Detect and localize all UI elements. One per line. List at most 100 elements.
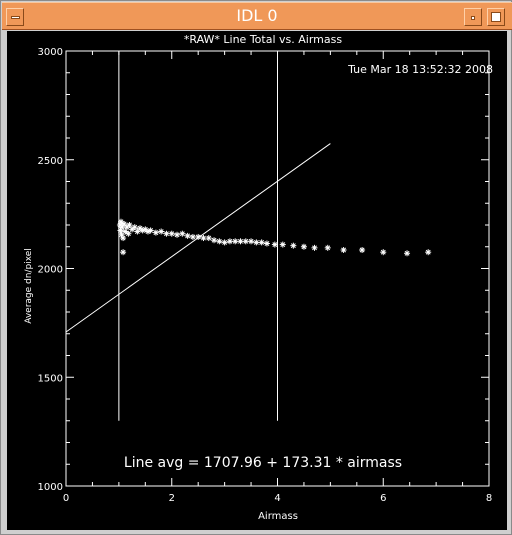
data-point [200, 235, 207, 242]
data-point [125, 230, 132, 237]
data-point [189, 233, 196, 240]
axes-group: 0 2 4 6 8 1000 1500 2000 2500 3000 [38, 47, 493, 504]
asterisk-stroke [169, 231, 175, 237]
minimize-icon [471, 16, 475, 20]
asterisk-stroke [164, 231, 169, 237]
asterisk-stroke [222, 239, 228, 245]
asterisk-stroke [243, 238, 249, 244]
data-point [174, 231, 181, 238]
data-point [131, 224, 138, 231]
data-point [117, 218, 124, 225]
data-point [232, 238, 239, 245]
minimize-button[interactable] [464, 8, 482, 26]
asterisk-stroke [195, 234, 201, 240]
data-point [119, 224, 126, 231]
asterisk-stroke [290, 243, 296, 249]
title-bar[interactable]: IDL 0 [2, 2, 512, 30]
data-point [340, 247, 347, 254]
data-point [271, 241, 278, 248]
data-point [158, 228, 165, 235]
asterisk-stroke [380, 249, 386, 255]
asterisk-stroke [158, 229, 164, 234]
asterisk-stroke [227, 238, 233, 244]
asterisk-stroke [132, 224, 138, 230]
data-point [211, 237, 218, 244]
data-point [425, 249, 432, 256]
y-tick-label: 2500 [38, 156, 63, 167]
menu-icon [11, 16, 20, 19]
data-point [311, 244, 318, 251]
y-tick-label: 3000 [38, 47, 63, 58]
marks-group [65, 51, 432, 421]
data-point [221, 239, 228, 246]
data-point [120, 235, 127, 242]
asterisk-stroke [190, 234, 196, 240]
asterisk-stroke [216, 238, 222, 244]
x-tick-label: 2 [169, 493, 175, 504]
asterisk-stroke [148, 227, 154, 233]
data-point [359, 247, 366, 254]
asterisk-stroke [120, 235, 126, 241]
data-point [237, 238, 244, 245]
data-point [248, 238, 255, 245]
asterisk-stroke [126, 222, 132, 228]
data-point [179, 230, 186, 237]
asterisk-stroke [120, 249, 126, 255]
y-tick-label: 1500 [38, 373, 63, 384]
maximize-icon [491, 12, 501, 22]
data-point [120, 249, 127, 256]
data-point [152, 229, 159, 236]
asterisk-stroke [185, 233, 191, 239]
asterisk-stroke [359, 247, 365, 253]
window-title: IDL 0 [236, 6, 278, 25]
asterisk-stroke [179, 231, 185, 237]
asterisk-stroke [174, 232, 180, 238]
asterisk-stroke [142, 226, 148, 232]
data-point [263, 240, 270, 247]
data-point [195, 233, 202, 240]
asterisk-stroke [137, 225, 143, 231]
chart-title: *RAW* Line Total vs. Airmass [184, 33, 342, 46]
window-menu-button[interactable] [6, 8, 24, 26]
asterisk-stroke [121, 221, 127, 227]
asterisk-stroke [425, 249, 431, 255]
data-point [404, 250, 411, 257]
asterisk-stroke [280, 242, 286, 248]
data-point [300, 243, 307, 250]
asterisk-stroke [238, 238, 243, 244]
y-axis-label: Average dn/pixel [24, 248, 34, 324]
fit-equation-label: Line avg = 1707.96 + 173.31 * airmass [124, 455, 402, 471]
x-tick-label: 6 [380, 493, 386, 504]
x-tick-label: 0 [63, 493, 69, 504]
asterisk-stroke [201, 235, 206, 241]
data-point [126, 222, 133, 228]
data-point [216, 238, 223, 245]
data-point [290, 242, 297, 249]
asterisk-stroke [264, 241, 270, 246]
scatter-chart: *RAW* Line Total vs. Airmass Tue Mar 18 … [24, 33, 493, 522]
data-point [279, 241, 286, 248]
asterisk-stroke [125, 231, 131, 237]
asterisk-stroke [301, 244, 307, 250]
asterisk-stroke [206, 235, 212, 241]
y-tick-label: 1000 [38, 482, 63, 493]
asterisk-stroke [153, 230, 159, 236]
data-point [253, 239, 260, 246]
data-point [147, 227, 154, 234]
data-point [242, 238, 249, 245]
asterisk-stroke [272, 242, 278, 248]
x-tick-label: 8 [486, 493, 492, 504]
data-point [163, 230, 170, 237]
maximize-button[interactable] [487, 8, 505, 26]
asterisk-stroke [211, 237, 217, 243]
data-point [122, 228, 129, 235]
data-point [205, 235, 212, 242]
asterisk-stroke [341, 247, 347, 253]
x-axis-label: Airmass [258, 511, 298, 522]
data-point [380, 249, 387, 256]
plot-canvas: *RAW* Line Total vs. Airmass Tue Mar 18 … [7, 31, 507, 530]
asterisk-stroke [325, 245, 331, 251]
data-point [168, 230, 175, 237]
data-point [226, 238, 233, 245]
